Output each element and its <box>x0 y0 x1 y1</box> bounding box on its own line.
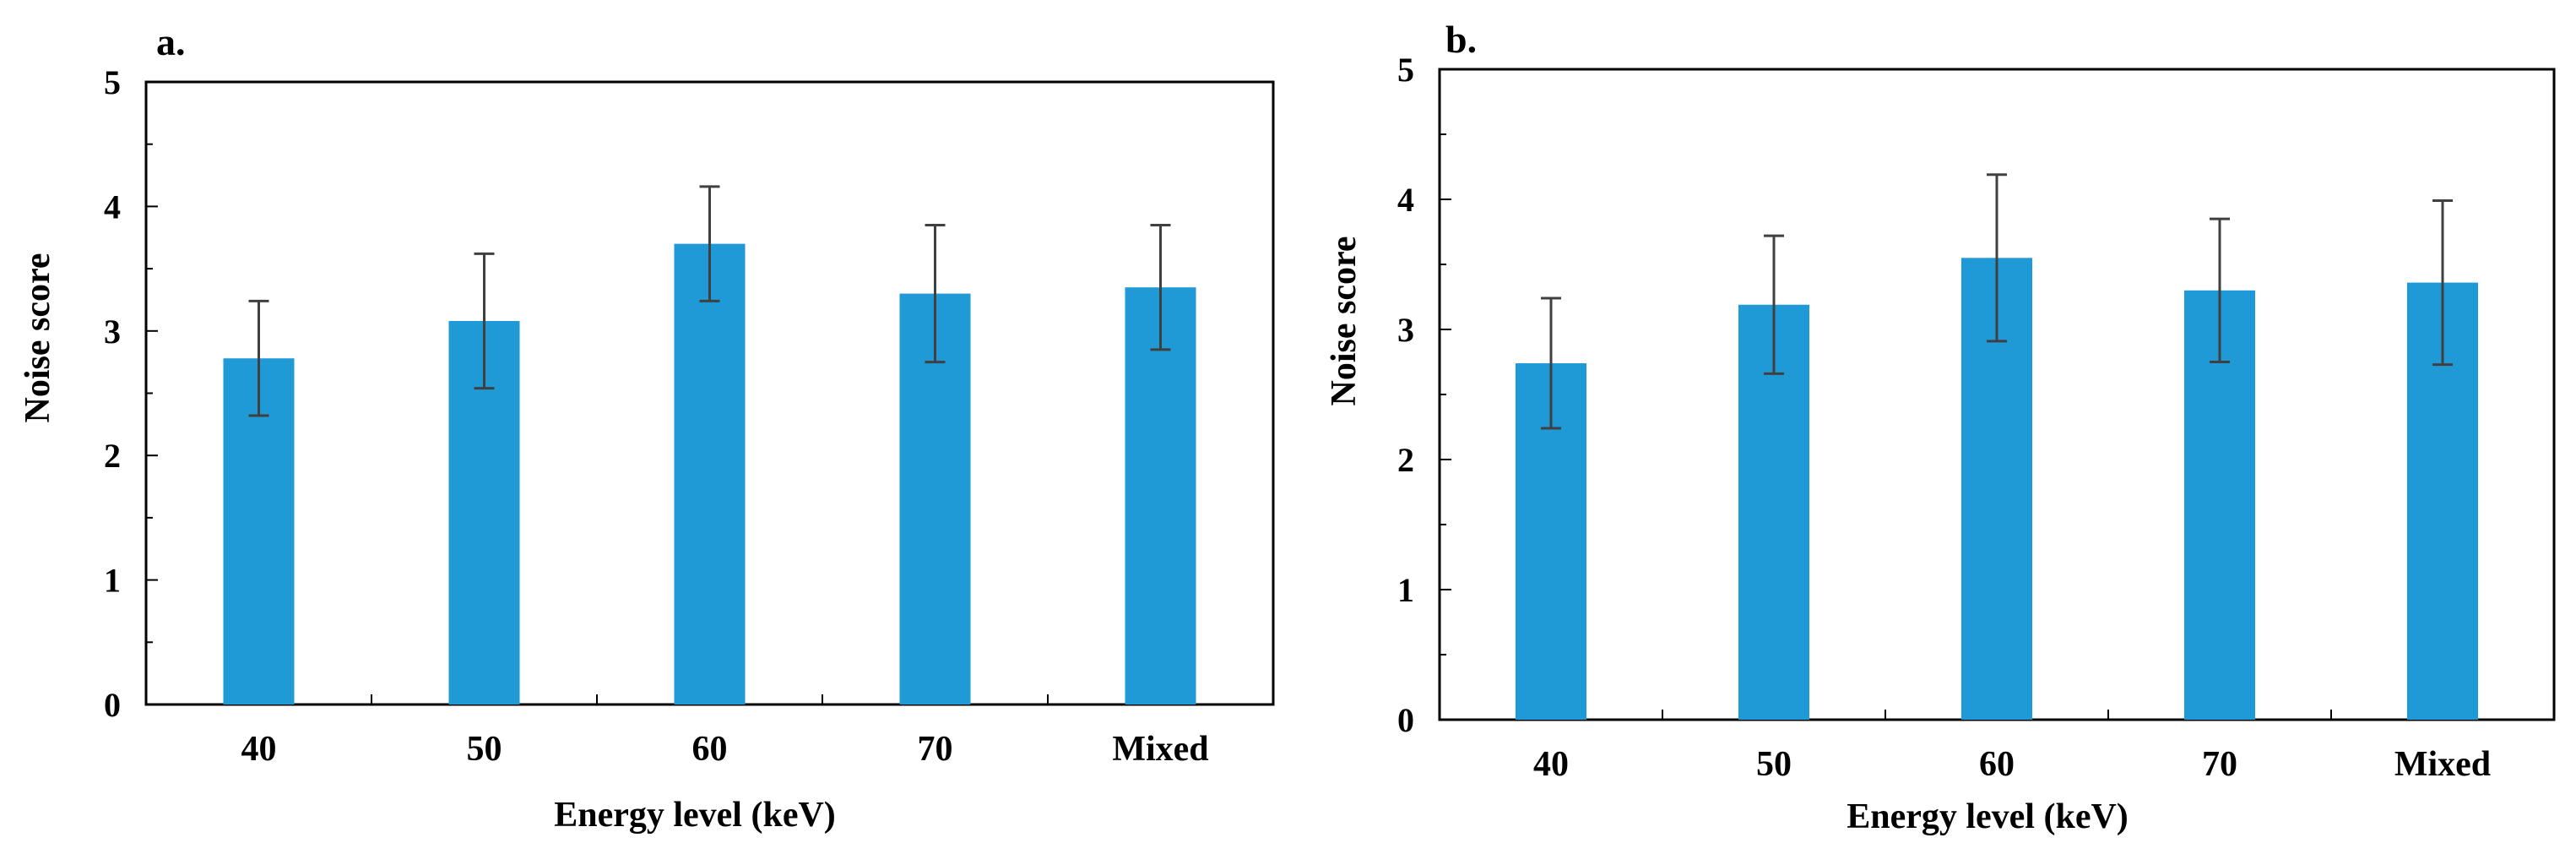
y-tick-label: 2 <box>1397 441 1414 479</box>
y-tick-label: 3 <box>104 313 121 351</box>
x-tick-label: 50 <box>467 730 502 769</box>
y-tick-label: 3 <box>1397 311 1414 349</box>
panel-label: b. <box>1445 18 1477 61</box>
x-axis-label: Energy level (keV) <box>1847 797 2129 836</box>
y-axis-label: Noise score <box>1325 237 1364 406</box>
plot-area: 0 1 2 3 4 5 40 50 60 70 Mixed <box>1397 51 2556 784</box>
plot-area: 0 1 2 3 4 5 40 50 60 70 Mixed <box>104 63 1275 769</box>
y-tick-label: 0 <box>104 686 121 724</box>
x-tick-label: 40 <box>1533 745 1569 784</box>
bar <box>1125 287 1196 704</box>
x-tick-label: Mixed <box>2394 745 2491 784</box>
y-axis-label: Noise score <box>19 253 57 423</box>
y-tick-label: 5 <box>1397 51 1414 89</box>
chart-panel-b: b. Noise score Energy level (keV) 0 1 2 3 4 5… <box>1325 18 2556 836</box>
x-tick-label: 70 <box>918 730 953 769</box>
x-tick-label: 70 <box>2202 745 2237 784</box>
x-tick-label: Mixed <box>1112 730 1208 769</box>
y-tick-label: 1 <box>104 562 121 600</box>
x-tick-label: 40 <box>241 730 277 769</box>
y-tick-label: 0 <box>1397 701 1414 739</box>
x-tick-label: 50 <box>1756 745 1792 784</box>
y-tick-label: 5 <box>104 63 121 101</box>
x-tick-label: 60 <box>1979 745 2015 784</box>
chart-panel-a: a. Noise score Energy level (keV) 0 1 2 3 4 5… <box>19 20 1275 835</box>
x-tick-label: 60 <box>692 730 728 769</box>
y-tick-label: 1 <box>1397 571 1414 609</box>
y-tick-label: 4 <box>104 188 121 226</box>
panel-label: a. <box>156 20 186 63</box>
y-tick-label: 2 <box>104 437 121 475</box>
x-axis-label: Energy level (keV) <box>554 796 836 835</box>
bar <box>674 243 746 704</box>
y-tick-label: 4 <box>1397 181 1414 219</box>
